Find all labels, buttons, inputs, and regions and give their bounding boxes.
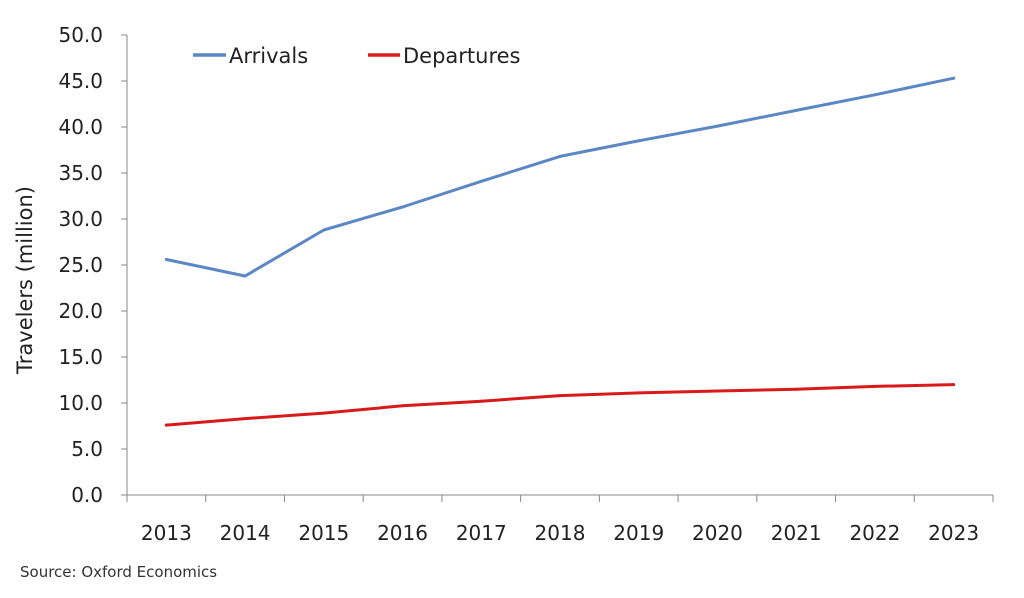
legend-label-departures: Departures [403,44,521,68]
x-tick-label: 2021 [771,521,822,545]
data-point-arrivals [243,274,247,278]
y-tick-label: 0.0 [71,483,103,507]
source-note: Source: Oxford Economics [20,563,218,581]
x-tick-label: 2013 [141,521,192,545]
data-point-arrivals [715,124,719,128]
x-tick-label: 2016 [377,521,428,545]
x-tick-label: 2023 [928,521,979,545]
y-tick-label: 25.0 [58,253,103,277]
y-tick-label: 50.0 [58,23,103,47]
data-point-arrivals [952,76,956,80]
series-line-departures [164,383,956,427]
data-point-arrivals [164,257,168,261]
data-point-departures [637,391,641,395]
data-point-departures [243,417,247,421]
x-tick-label: 2019 [613,521,664,545]
x-tick-label: 2020 [692,521,743,545]
x-tick-label: 2018 [535,521,586,545]
data-point-departures [401,404,405,408]
data-point-departures [794,387,798,391]
data-point-departures [873,384,877,388]
y-tick-label: 30.0 [58,207,103,231]
y-tick-label: 45.0 [58,69,103,93]
data-point-arrivals [637,139,641,143]
data-point-departures [322,411,326,415]
data-point-arrivals [873,93,877,97]
data-point-departures [479,399,483,403]
data-point-arrivals [401,205,405,209]
data-point-departures [715,389,719,393]
y-tick-label: 35.0 [58,161,103,185]
x-tick-label: 2015 [298,521,349,545]
x-axis: 2013 2014 2015 2016 2017 2018 2019 2020 2021 2022… [126,494,994,545]
x-tick-label: 2017 [456,521,507,545]
y-tick-label: 20.0 [58,299,103,323]
x-tick-label: 2014 [220,521,271,545]
data-point-arrivals [479,179,483,183]
y-tick-label: 5.0 [71,437,103,461]
legend-label-arrivals: Arrivals [229,44,308,68]
series-line-arrivals [164,76,956,278]
y-tick-label: 15.0 [58,345,103,369]
y-axis: 0.0 5.0 10.0 15.0 20.0 25.0 30.0 35.0 40.0 45.0 50… [58,23,128,507]
legend: Arrivals Departures [193,44,521,68]
data-point-arrivals [794,108,798,112]
data-point-departures [164,423,168,427]
y-tick-label: 40.0 [58,115,103,139]
x-tick-label: 2022 [849,521,900,545]
data-point-departures [558,394,562,398]
data-point-arrivals [558,154,562,158]
data-point-arrivals [322,228,326,232]
y-tick-label: 10.0 [58,391,103,415]
plot-area [164,76,956,427]
y-axis-title: Travelers (million) [13,186,37,375]
data-point-departures [952,383,956,387]
